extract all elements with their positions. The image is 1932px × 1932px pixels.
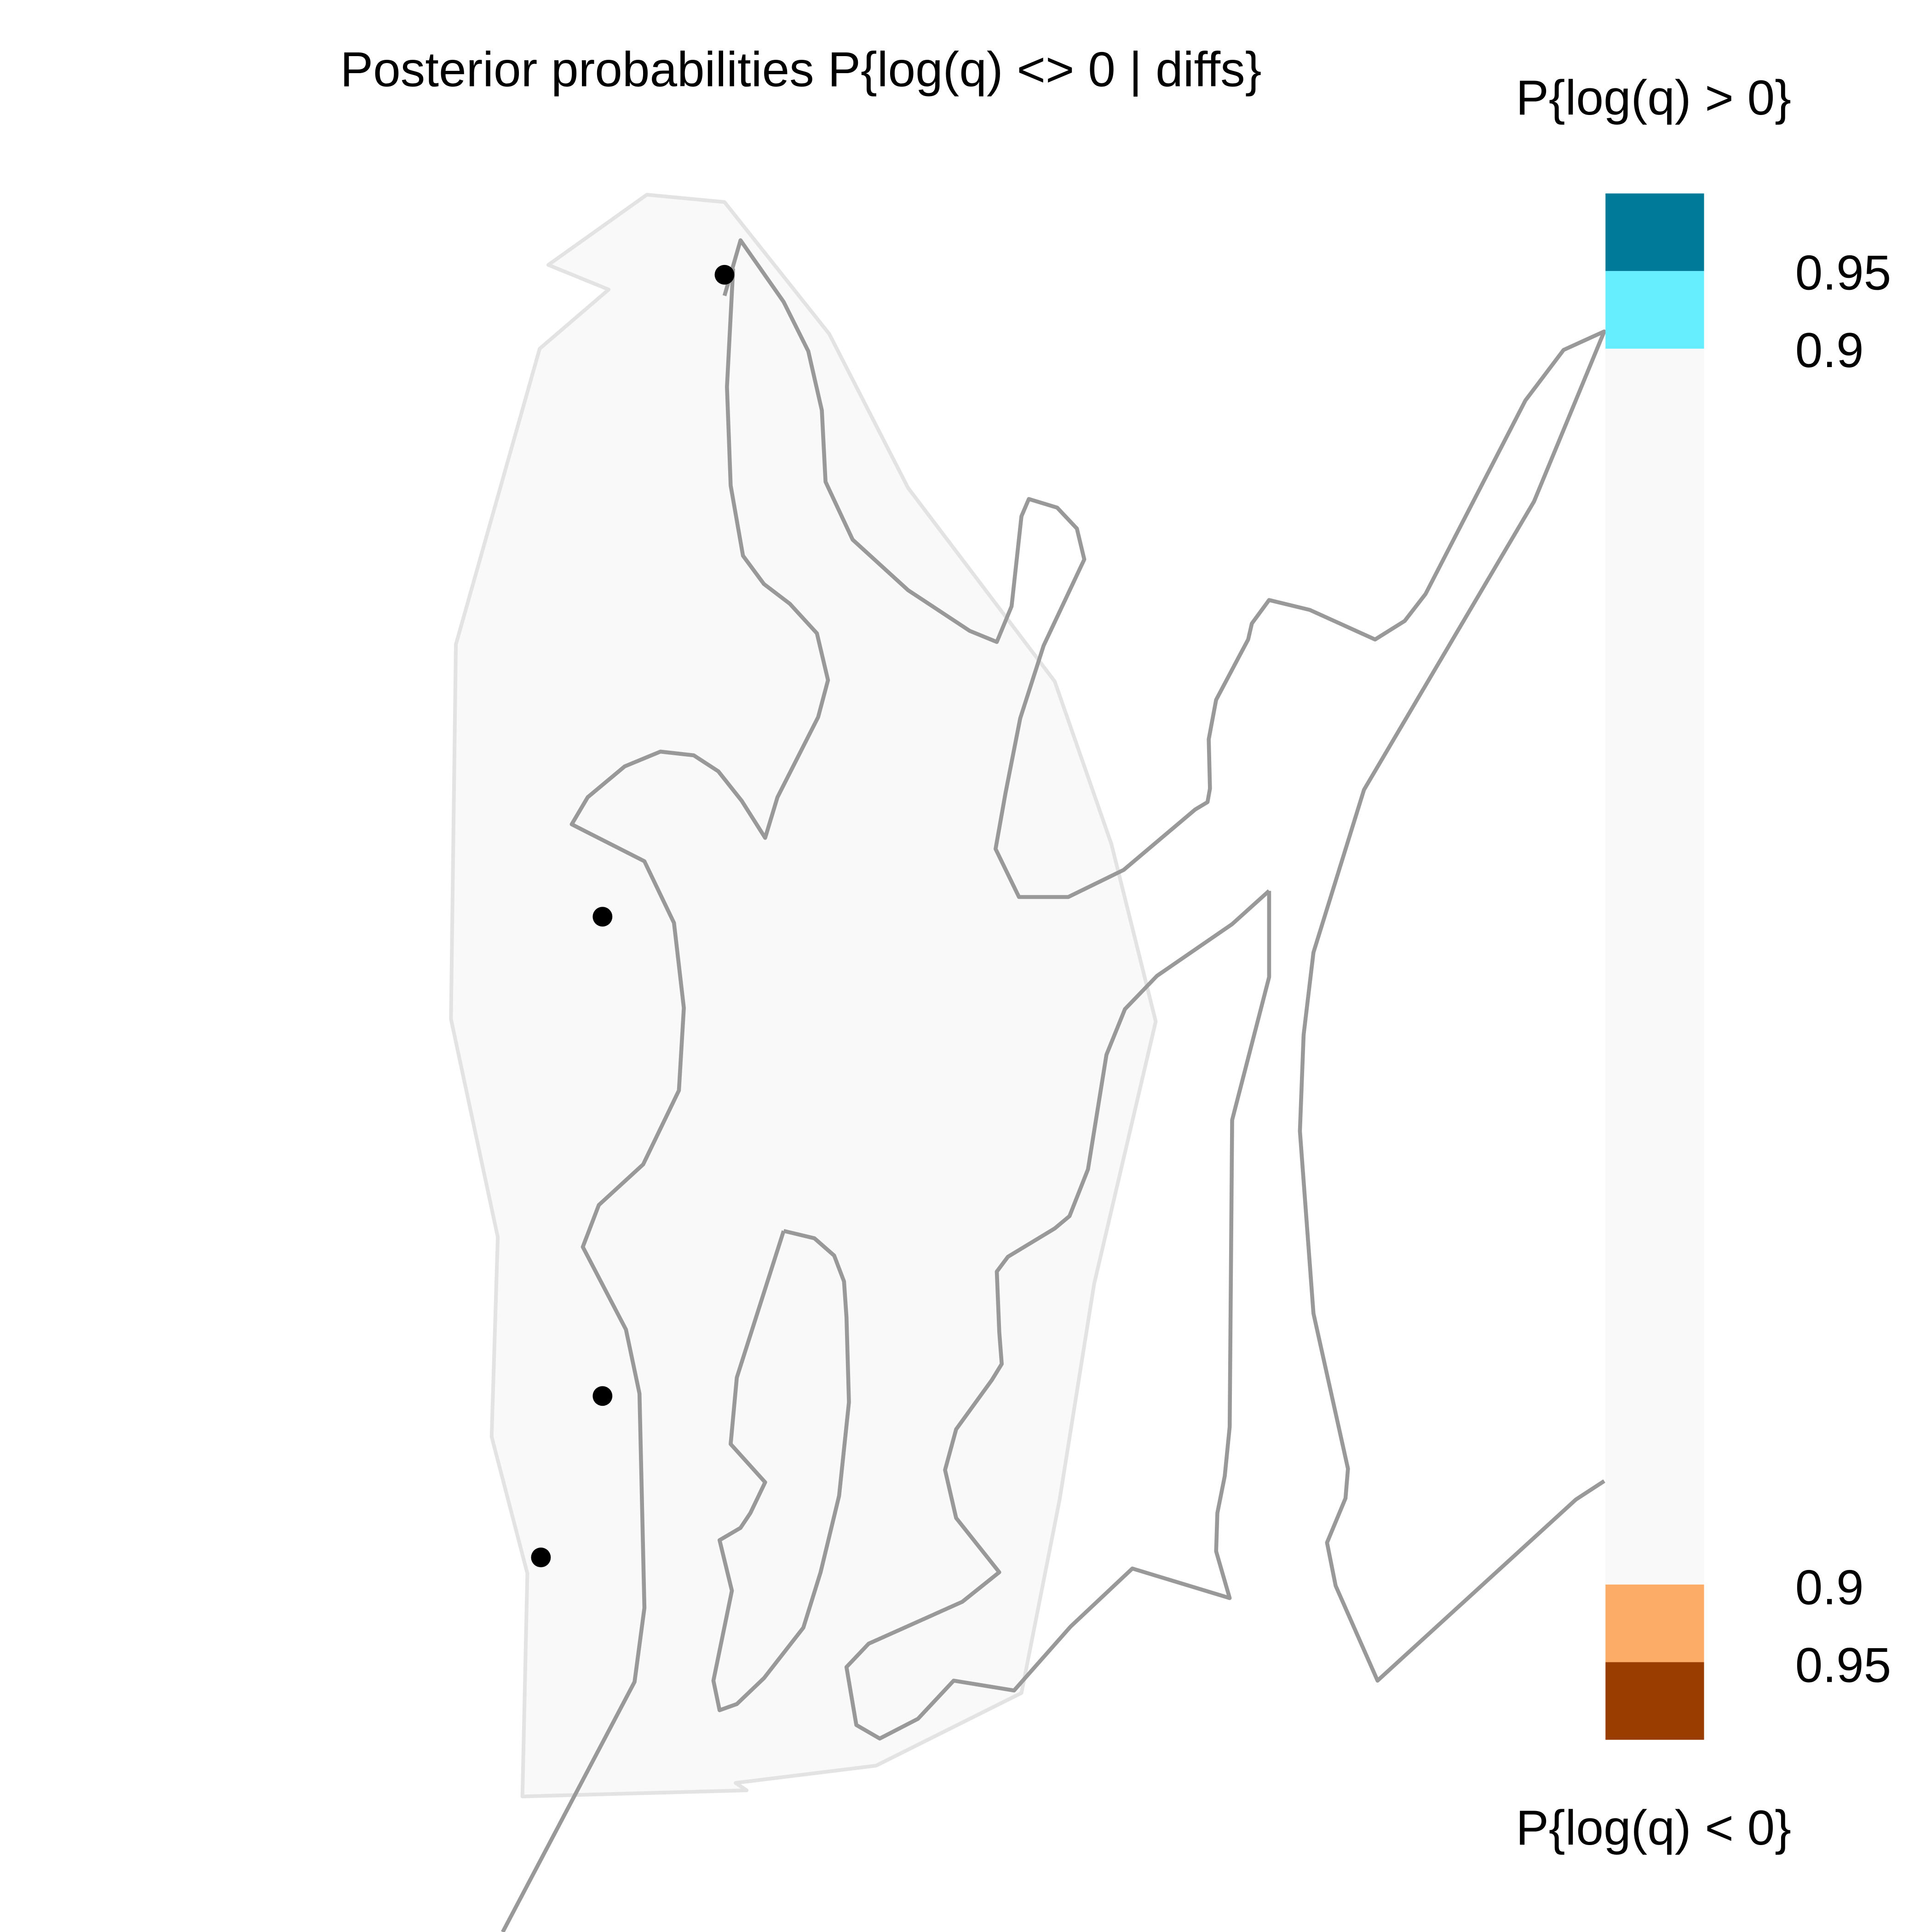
legend-tick-label: 0.9 <box>1795 1559 1864 1615</box>
sample-point <box>592 1386 613 1406</box>
boundary-line-inner-loop <box>711 1229 851 1713</box>
sample-point <box>531 1547 551 1568</box>
legend-tick-label: 0.95 <box>1795 245 1892 300</box>
legend-swatch-neutral <box>1605 349 1704 1585</box>
sample-point <box>592 907 613 927</box>
legend-tick-label: 0.95 <box>1795 1637 1892 1692</box>
legend-swatch-positive-095 <box>1605 193 1704 271</box>
map-title: Posterior probabilities P{log(q) <> 0 | … <box>340 42 1262 97</box>
boundary-line-east <box>844 889 1271 1741</box>
legend-swatch-positive-090 <box>1605 271 1704 349</box>
legend: P{log(q) > 0} 0.95 0.9 0.9 0.95 P{log(q)… <box>1516 70 1891 1855</box>
legend-tick-label: 0.9 <box>1795 322 1864 378</box>
legend-swatch-negative-090 <box>1605 1584 1704 1662</box>
boundary-line-central <box>501 268 830 1932</box>
study-region <box>449 193 1158 1799</box>
legend-title-negative: P{log(q) < 0} <box>1516 1800 1791 1855</box>
legend-title-positive: P{log(q) > 0} <box>1516 70 1791 125</box>
legend-swatch-negative-095 <box>1605 1662 1704 1740</box>
sample-point <box>714 264 735 285</box>
boundary-line-west <box>722 238 1606 1683</box>
